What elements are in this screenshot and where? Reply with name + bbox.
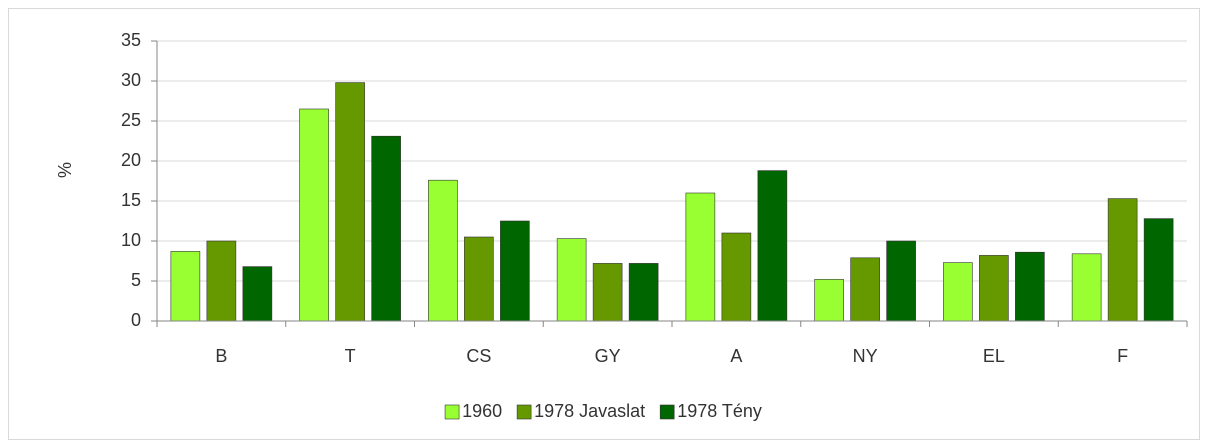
x-tick-label: F (1117, 346, 1128, 366)
bar (428, 179, 458, 322)
legend-label: 1960 (462, 401, 502, 421)
bar (556, 238, 587, 322)
bar (1015, 251, 1045, 322)
bar (1143, 218, 1174, 322)
x-tick-label: EL (983, 346, 1005, 366)
y-tick-label: 5 (131, 270, 141, 290)
y-tick-label: 10 (121, 230, 141, 250)
x-tick-label: A (730, 346, 742, 366)
bar (685, 192, 716, 322)
bar (850, 257, 880, 322)
legend-label: 1978 Tény (677, 401, 762, 421)
bar (943, 262, 973, 322)
y-tick-label: 30 (121, 70, 141, 90)
bar (464, 236, 494, 322)
bar (371, 135, 401, 322)
legend-swatch (659, 404, 675, 420)
bar (1107, 198, 1138, 322)
bar (628, 263, 659, 322)
bar (500, 220, 530, 322)
legend-label: 1978 Javaslat (534, 401, 645, 421)
y-tick-label: 35 (121, 30, 141, 50)
bar (299, 108, 329, 322)
bar (757, 170, 788, 322)
bar (206, 240, 237, 322)
y-tick-label: 20 (121, 150, 141, 170)
y-tick-label: 15 (121, 190, 141, 210)
bar (242, 266, 273, 322)
bar (170, 251, 201, 322)
y-axis-label: % (55, 162, 75, 178)
x-tick-label: NY (853, 346, 878, 366)
bar (979, 255, 1009, 322)
chart-border (8, 8, 1200, 440)
x-tick-label: B (215, 346, 227, 366)
bar (814, 279, 844, 322)
x-tick-label: GY (595, 346, 621, 366)
x-tick-label: CS (466, 346, 491, 366)
x-tick-label: T (345, 346, 356, 366)
bar (592, 263, 623, 322)
y-tick-label: 25 (121, 110, 141, 130)
bar (335, 82, 365, 322)
bar (886, 240, 916, 322)
y-tick-label: 0 (131, 310, 141, 330)
legend-swatch (444, 404, 460, 420)
bar (721, 232, 752, 322)
legend-swatch (516, 404, 532, 420)
bar (1071, 253, 1102, 322)
